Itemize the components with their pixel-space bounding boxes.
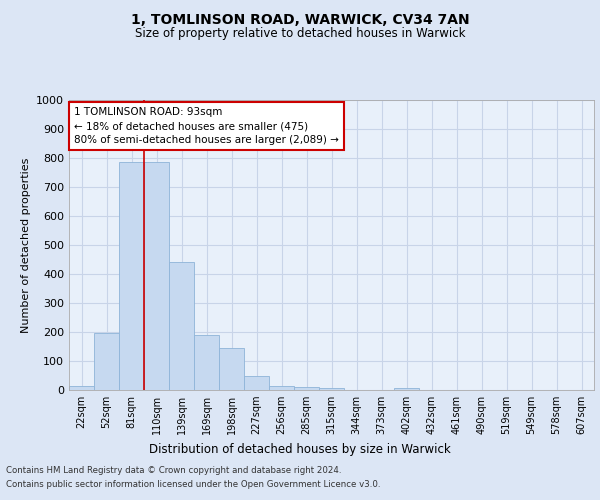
- Bar: [119, 162, 144, 390]
- Bar: [194, 335, 219, 390]
- Text: Contains public sector information licensed under the Open Government Licence v3: Contains public sector information licen…: [6, 480, 380, 489]
- Bar: [94, 334, 119, 390]
- Bar: [269, 386, 294, 390]
- Bar: [294, 387, 319, 390]
- Bar: [394, 388, 419, 390]
- Bar: [144, 162, 169, 390]
- Y-axis label: Number of detached properties: Number of detached properties: [20, 158, 31, 332]
- Text: 1 TOMLINSON ROAD: 93sqm
← 18% of detached houses are smaller (475)
80% of semi-d: 1 TOMLINSON ROAD: 93sqm ← 18% of detache…: [74, 108, 339, 146]
- Bar: [69, 386, 94, 390]
- Bar: [319, 388, 344, 390]
- Text: 1, TOMLINSON ROAD, WARWICK, CV34 7AN: 1, TOMLINSON ROAD, WARWICK, CV34 7AN: [131, 12, 469, 26]
- Text: Distribution of detached houses by size in Warwick: Distribution of detached houses by size …: [149, 442, 451, 456]
- Bar: [219, 348, 244, 390]
- Bar: [244, 376, 269, 390]
- Text: Size of property relative to detached houses in Warwick: Size of property relative to detached ho…: [135, 28, 465, 40]
- Text: Contains HM Land Registry data © Crown copyright and database right 2024.: Contains HM Land Registry data © Crown c…: [6, 466, 341, 475]
- Bar: [169, 262, 194, 390]
